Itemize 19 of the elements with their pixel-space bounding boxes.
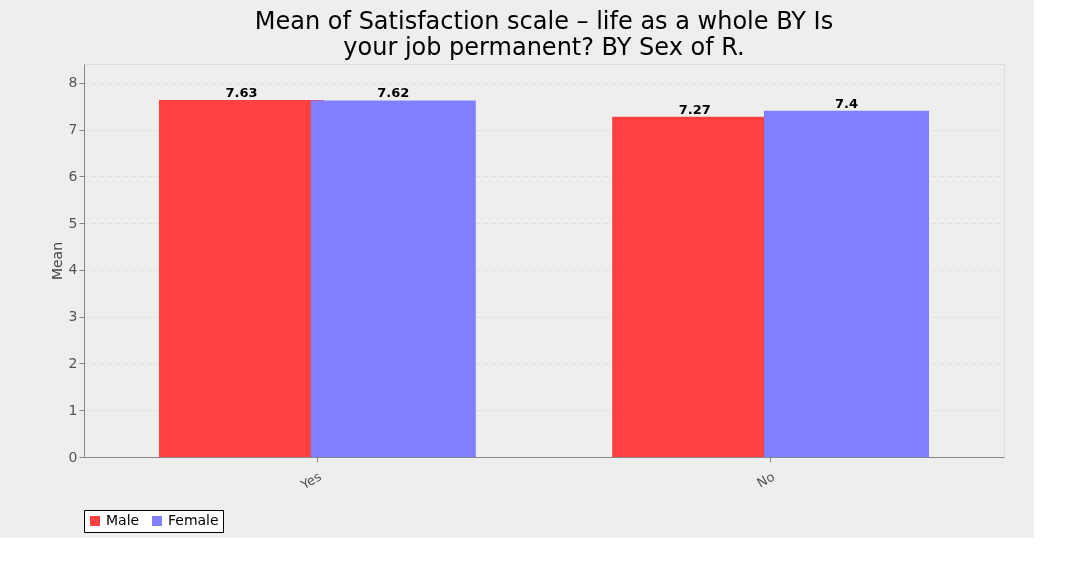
data-label: 7.4 [835, 95, 859, 111]
y-axis-title: Mean [48, 241, 65, 281]
data-label: 7.27 [678, 101, 711, 117]
y-tick-label: 6 [68, 167, 78, 184]
data-label: 7.63 [225, 85, 258, 101]
y-tick-label: 7 [68, 121, 78, 137]
y-tick-label: 3 [68, 308, 78, 325]
chart-title: Mean of Satisfaction scale – life as a whole BY Is your job permanent? BY Sex of R. [254, 7, 834, 61]
legend-label: Female [168, 512, 219, 528]
y-tick-label: 0 [68, 448, 78, 465]
y-tick-label: 5 [68, 214, 78, 231]
y-tick-label: 4 [68, 261, 78, 278]
x-tick-label: Yes [297, 468, 325, 493]
y-tick-label: 8 [68, 74, 78, 91]
y-tick-label: 1 [68, 401, 78, 418]
y-tick-label: 2 [68, 354, 78, 371]
legend-label: Male [106, 512, 140, 528]
data-label: 7.62 [377, 85, 410, 101]
x-tick-label: No [754, 468, 778, 491]
